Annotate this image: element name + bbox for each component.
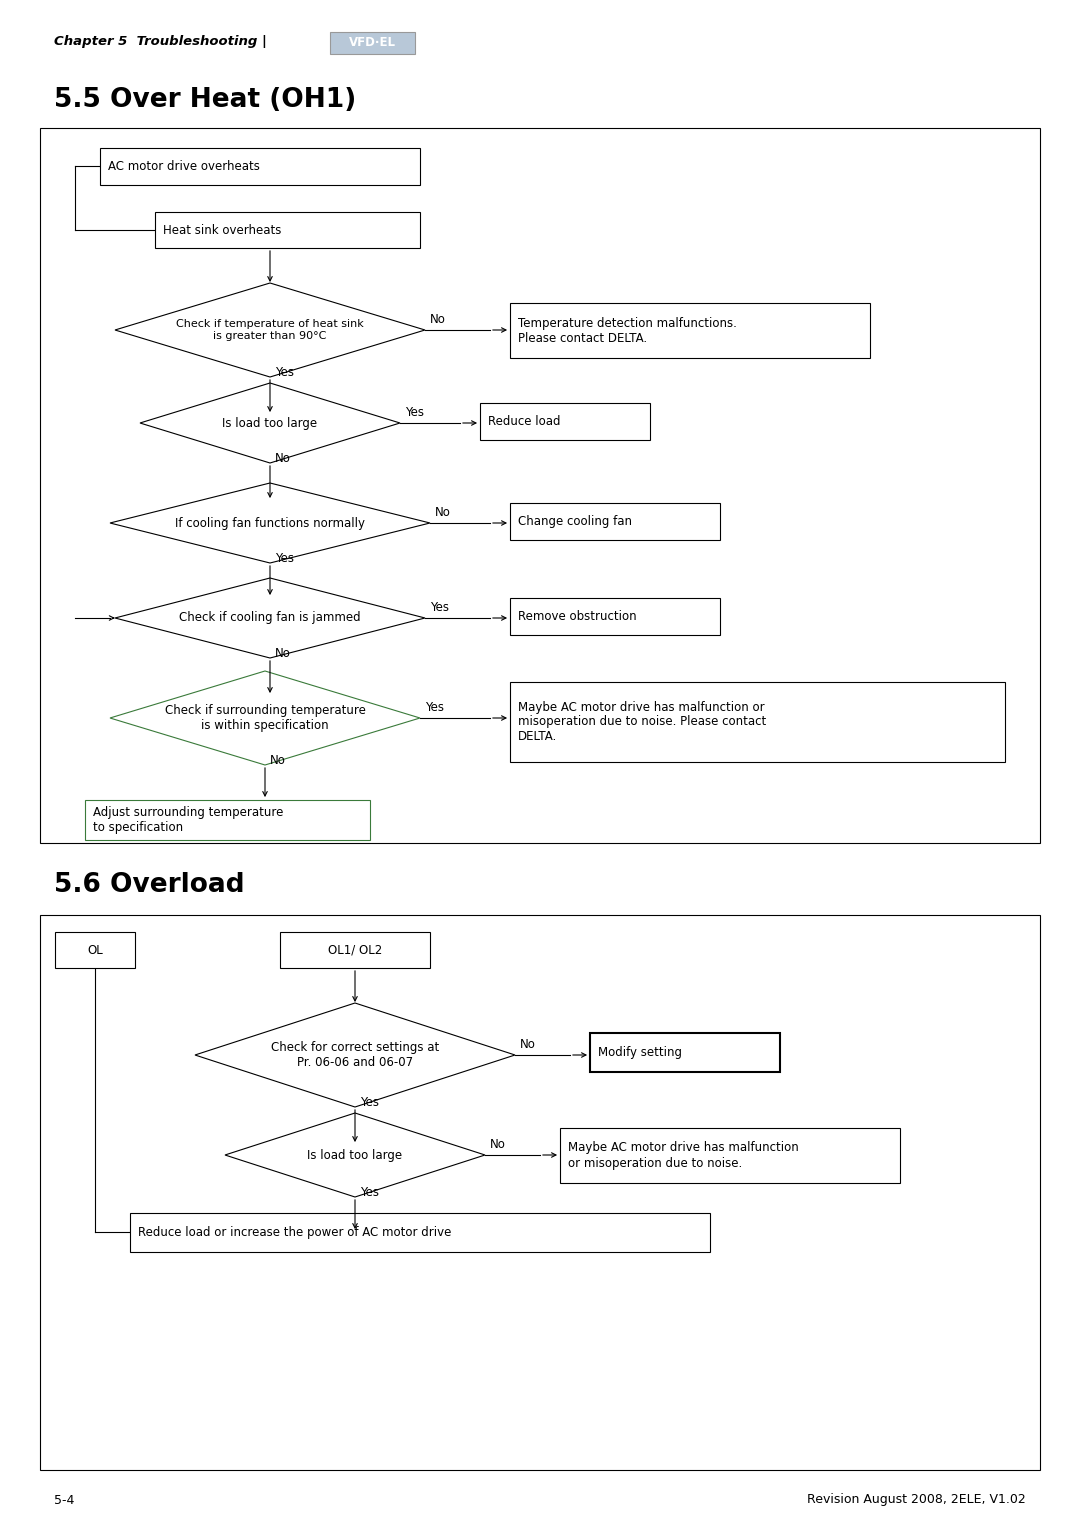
Bar — [40, 914, 1040, 1470]
Text: Reduce load or increase the power of AC motor drive: Reduce load or increase the power of AC … — [138, 1226, 451, 1239]
Bar — [510, 683, 1005, 762]
Polygon shape — [225, 1114, 485, 1197]
Text: Is load too large: Is load too large — [308, 1149, 403, 1161]
Bar — [40, 127, 1040, 844]
Text: AC motor drive overheats: AC motor drive overheats — [108, 160, 260, 173]
Bar — [156, 212, 420, 249]
Text: OL: OL — [87, 943, 103, 957]
Text: Heat sink overheats: Heat sink overheats — [163, 224, 282, 236]
Text: Check if surrounding temperature
is within specification: Check if surrounding temperature is with… — [164, 704, 365, 732]
Text: Revision August 2008, 2ELE, V1.02: Revision August 2008, 2ELE, V1.02 — [807, 1494, 1026, 1506]
Text: No: No — [519, 1039, 536, 1051]
Text: Maybe AC motor drive has malfunction or
misoperation due to noise. Please contac: Maybe AC motor drive has malfunction or … — [518, 701, 766, 744]
Text: 5-4: 5-4 — [54, 1494, 75, 1506]
Text: No: No — [430, 313, 446, 327]
Text: Yes: Yes — [360, 1095, 379, 1109]
Bar — [130, 1213, 710, 1252]
Polygon shape — [195, 1003, 515, 1108]
Text: Adjust surrounding temperature
to specification: Adjust surrounding temperature to specif… — [93, 805, 283, 834]
Text: Reduce load: Reduce load — [488, 416, 561, 428]
Bar — [561, 1127, 900, 1183]
Polygon shape — [140, 384, 400, 463]
Text: Remove obstruction: Remove obstruction — [518, 611, 636, 623]
Text: Yes: Yes — [275, 552, 294, 565]
Text: 5.6 Overload: 5.6 Overload — [54, 871, 245, 897]
Text: Check for correct settings at
Pr. 06-06 and 06-07: Check for correct settings at Pr. 06-06 … — [271, 1042, 440, 1069]
Text: If cooling fan functions normally: If cooling fan functions normally — [175, 517, 365, 529]
Bar — [100, 147, 420, 186]
Bar — [480, 403, 650, 440]
Text: No: No — [490, 1138, 505, 1150]
Text: Chapter 5  Troubleshooting |: Chapter 5 Troubleshooting | — [54, 35, 267, 49]
Text: No: No — [275, 453, 291, 465]
Text: Is load too large: Is load too large — [222, 417, 318, 430]
Polygon shape — [114, 578, 426, 658]
Text: Yes: Yes — [426, 701, 444, 713]
Bar — [590, 1032, 780, 1072]
Text: Temperature detection malfunctions.
Please contact DELTA.: Temperature detection malfunctions. Plea… — [518, 316, 737, 345]
Bar — [280, 933, 430, 968]
Text: OL1/ OL2: OL1/ OL2 — [328, 943, 382, 957]
Text: Check if temperature of heat sink
is greater than 90°C: Check if temperature of heat sink is gre… — [176, 319, 364, 341]
Text: Yes: Yes — [430, 601, 449, 614]
Polygon shape — [110, 670, 420, 765]
Text: Modify setting: Modify setting — [598, 1046, 681, 1058]
Text: Yes: Yes — [275, 367, 294, 379]
Bar — [85, 801, 370, 841]
Text: No: No — [435, 506, 450, 518]
Text: Yes: Yes — [360, 1186, 379, 1200]
Text: Change cooling fan: Change cooling fan — [518, 515, 632, 528]
Polygon shape — [114, 282, 426, 377]
Text: Yes: Yes — [405, 407, 424, 419]
Text: 5.5 Over Heat (OH1): 5.5 Over Heat (OH1) — [54, 87, 356, 114]
Bar — [55, 933, 135, 968]
Bar — [510, 304, 870, 357]
Text: Maybe AC motor drive has malfunction
or misoperation due to noise.: Maybe AC motor drive has malfunction or … — [568, 1141, 799, 1169]
Bar — [330, 32, 415, 54]
Text: No: No — [275, 647, 291, 660]
Polygon shape — [110, 483, 430, 563]
Text: No: No — [270, 755, 286, 767]
Text: Check if cooling fan is jammed: Check if cooling fan is jammed — [179, 612, 361, 624]
Text: VFD·EL: VFD·EL — [349, 37, 396, 49]
Bar — [510, 598, 720, 635]
Bar — [510, 503, 720, 540]
